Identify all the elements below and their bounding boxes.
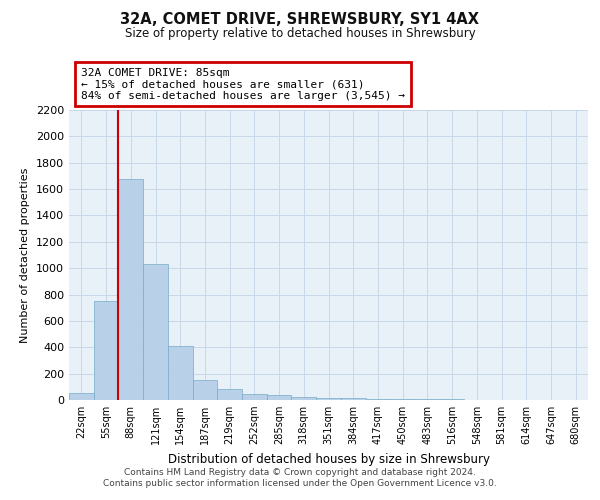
Bar <box>118 179 143 400</box>
Bar <box>168 346 193 400</box>
Y-axis label: Number of detached properties: Number of detached properties <box>20 168 31 342</box>
Bar <box>193 380 217 400</box>
Bar <box>316 398 341 400</box>
Bar <box>217 390 242 400</box>
Text: Contains HM Land Registry data © Crown copyright and database right 2024.
Contai: Contains HM Land Registry data © Crown c… <box>103 468 497 487</box>
Text: 32A, COMET DRIVE, SHREWSBURY, SY1 4AX: 32A, COMET DRIVE, SHREWSBURY, SY1 4AX <box>121 12 479 28</box>
Bar <box>292 396 316 400</box>
Text: 32A COMET DRIVE: 85sqm
← 15% of detached houses are smaller (631)
84% of semi-de: 32A COMET DRIVE: 85sqm ← 15% of detached… <box>81 68 405 100</box>
Text: Size of property relative to detached houses in Shrewsbury: Size of property relative to detached ho… <box>125 28 475 40</box>
Bar <box>267 396 292 400</box>
Bar <box>94 301 118 400</box>
Bar <box>69 394 94 400</box>
Bar <box>390 399 415 400</box>
Bar <box>242 394 267 400</box>
Bar <box>341 398 365 400</box>
X-axis label: Distribution of detached houses by size in Shrewsbury: Distribution of detached houses by size … <box>167 452 490 466</box>
Bar <box>143 264 168 400</box>
Bar <box>365 398 390 400</box>
